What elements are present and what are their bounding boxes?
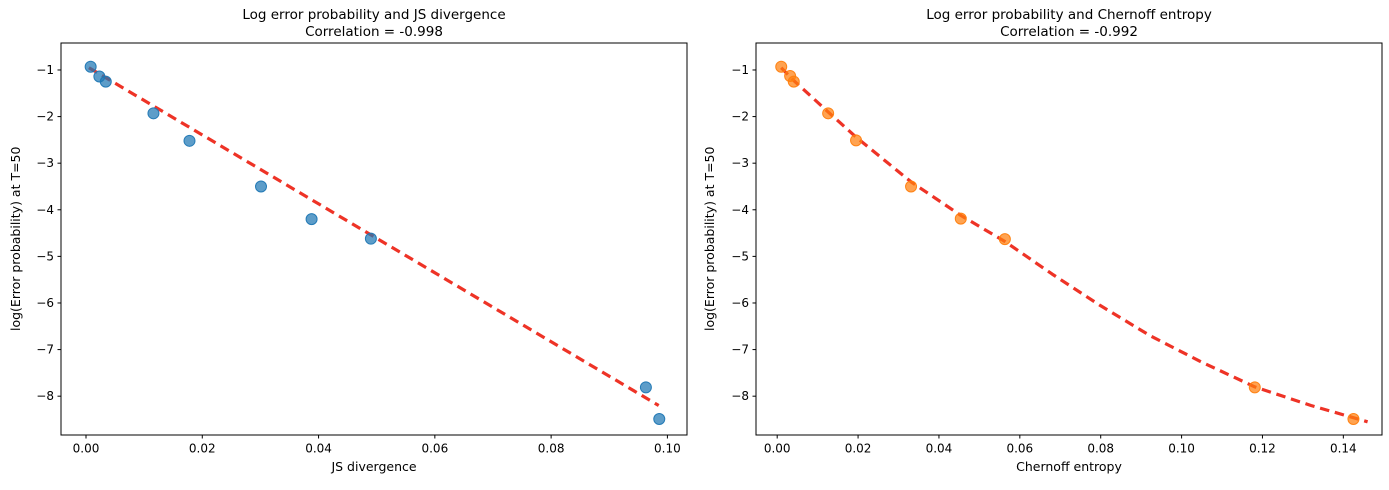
right-chart-title-line2: Correlation = -0.992: [1000, 23, 1138, 40]
right-x-tick-label: 0.12: [1249, 442, 1276, 456]
right-scatter-point: [1248, 381, 1261, 394]
left-scatter-point: [147, 107, 160, 120]
right-y-tick-label: −7: [731, 343, 749, 357]
right-x-tick-label: 0.06: [1006, 442, 1033, 456]
left-x-tick-label: 0.08: [538, 442, 565, 456]
left-plot-frame: [60, 42, 688, 436]
right-scatter-point: [775, 60, 788, 73]
right-y-axis-label: log(Error probability) at T=50: [702, 146, 717, 332]
left-scatter-point: [99, 75, 112, 88]
right-chart-title-line1: Log error probability and Chernoff entro…: [926, 7, 1212, 23]
left-x-tick-label: 0.04: [305, 442, 332, 456]
right-scatter-point: [905, 180, 918, 193]
left-x-axis-label: JS divergence: [331, 459, 417, 474]
left-chart-title-line1: Log error probability and JS divergence: [242, 7, 506, 23]
left-scatter-point: [364, 232, 377, 245]
right-scatter-point: [998, 233, 1011, 246]
left-x-tick-label: 0.06: [421, 442, 448, 456]
right-trend-line: [780, 66, 1369, 424]
left-scatter-point: [639, 381, 652, 394]
right-y-tick-label: −1: [731, 63, 749, 77]
right-plot: 0.00 0.02 0.04 0.06 0.08 0.10 0.12 0.14 −1 −2 −3 −4…: [731, 42, 1383, 456]
left-scatter-point: [84, 60, 97, 73]
right-y-tick-label: −4: [731, 203, 749, 217]
left-y-axis-label: log(Error probability) at T=50: [8, 146, 23, 332]
right-x-tick-label: 0.14: [1330, 442, 1357, 456]
left-x-tick-label: 0.00: [73, 442, 100, 456]
left-y-tick-label: −4: [36, 203, 54, 217]
left-y-tick-label: −5: [36, 249, 54, 263]
left-plot: 0.00 0.02 0.04 0.06 0.08 0.10 −1 −2 −3 −4 −5 −6 −7 −8: [36, 42, 688, 456]
left-scatter-point: [183, 134, 196, 147]
left-y-tick-label: −7: [36, 343, 54, 357]
right-scatter-point: [850, 134, 863, 147]
left-x-tick-label: 0.02: [189, 442, 216, 456]
left-y-tick-label: −8: [36, 389, 54, 403]
right-scatter-point: [954, 212, 967, 225]
left-scatter-point: [255, 180, 268, 193]
left-y-tick-label: −6: [36, 296, 54, 310]
left-x-tick-label: 0.10: [654, 442, 681, 456]
right-x-tick-label: 0.10: [1168, 442, 1195, 456]
left-scatter-point: [653, 413, 666, 426]
right-y-tick-label: −6: [731, 296, 749, 310]
right-y-tick-label: −2: [731, 110, 749, 124]
right-y-tick-label: −8: [731, 389, 749, 403]
left-chart-title-line2: Correlation = -0.998: [305, 23, 443, 40]
right-x-tick-label: 0.02: [845, 442, 872, 456]
right-plot-frame: [755, 42, 1383, 436]
left-y-tick-label: −3: [36, 156, 54, 170]
right-y-tick-label: −3: [731, 156, 749, 170]
left-y-tick-label: −2: [36, 110, 54, 124]
left-chart-title: Log error probability and JS divergence …: [61, 7, 687, 40]
right-x-tick-label: 0.00: [764, 442, 791, 456]
right-scatter-point: [1347, 413, 1360, 426]
right-scatter-point: [787, 75, 800, 88]
right-y-tick-label: −5: [731, 249, 749, 263]
right-chart-title: Log error probability and Chernoff entro…: [756, 7, 1382, 40]
right-x-tick-label: 0.04: [926, 442, 953, 456]
left-scatter-point: [305, 213, 318, 226]
right-x-axis-label: Chernoff entropy: [1016, 459, 1122, 474]
left-trend-line: [88, 66, 660, 407]
right-x-tick-label: 0.08: [1087, 442, 1114, 456]
right-scatter-point: [822, 107, 835, 120]
left-y-tick-label: −1: [36, 63, 54, 77]
